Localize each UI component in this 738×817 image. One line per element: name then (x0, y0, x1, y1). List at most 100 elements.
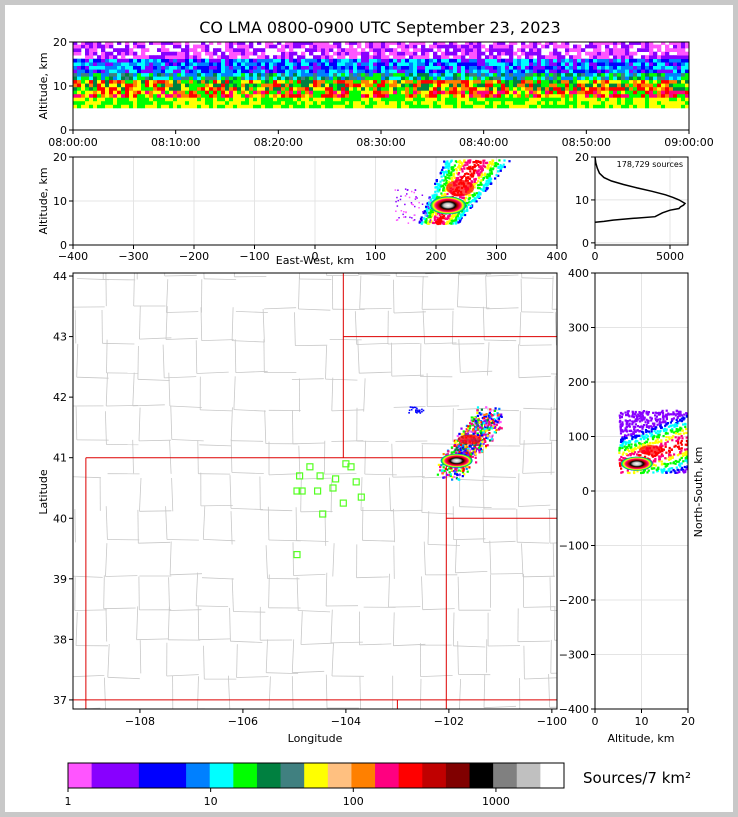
density-cell (97, 79, 102, 84)
density-cell (465, 65, 470, 70)
density-cell (93, 44, 98, 49)
density-cell (484, 173, 487, 177)
density-cell (681, 454, 685, 457)
density-cell (470, 175, 474, 178)
county-line (452, 612, 455, 646)
density-cell (444, 184, 447, 187)
density-cell (185, 62, 190, 66)
density-cell (637, 90, 642, 95)
density-cell (641, 69, 646, 74)
density-cell (461, 196, 464, 199)
density-cell (480, 166, 483, 170)
density-cell (661, 69, 666, 74)
density-cell (529, 69, 534, 74)
density-cell (477, 93, 482, 98)
density-cell (482, 418, 485, 421)
density-cell (549, 72, 554, 77)
density-cell (353, 101, 358, 105)
density-cell (301, 101, 306, 105)
density-cell (469, 206, 472, 209)
density-cell (664, 442, 667, 445)
density-cell (394, 189, 397, 191)
density-cell (549, 42, 554, 45)
density-cell (641, 65, 646, 70)
density-cell (477, 426, 480, 429)
density-cell (468, 430, 471, 433)
density-cell (129, 69, 134, 74)
density-cell (489, 83, 494, 88)
density-cell (673, 76, 678, 81)
county-line (71, 643, 72, 676)
density-cell (81, 83, 86, 88)
density-cell (465, 69, 470, 74)
density-cell (443, 160, 446, 163)
density-cell (253, 86, 258, 91)
density-cell (241, 83, 246, 88)
density-cell (449, 474, 452, 477)
density-cell (501, 44, 506, 49)
density-cell (313, 62, 318, 66)
density-cell (669, 83, 674, 88)
density-cell (490, 435, 493, 438)
source-count-annotation: 178,729 sources (617, 160, 683, 169)
density-cell (401, 79, 406, 84)
density-cell (465, 90, 470, 95)
density-cell (645, 62, 650, 66)
density-cell (537, 86, 542, 91)
density-cell (405, 44, 410, 49)
density-cell (297, 65, 302, 70)
density-cell (441, 69, 446, 74)
county-line (105, 608, 108, 642)
density-cell (411, 217, 413, 219)
density-cell (473, 182, 476, 185)
density-cell (237, 65, 242, 70)
density-cell (593, 83, 598, 88)
density-cell (349, 83, 354, 88)
density-cell (453, 475, 456, 478)
density-cell (429, 79, 434, 84)
density-cell (685, 69, 689, 74)
density-cell (81, 58, 86, 63)
density-cell (509, 72, 514, 77)
density-cell (446, 161, 449, 164)
density-cell (493, 413, 496, 416)
density-cell (509, 101, 514, 105)
density-cell (85, 51, 90, 56)
density-cell (661, 58, 666, 63)
density-cell (77, 93, 82, 98)
density-cell (489, 86, 494, 91)
density-cell (669, 55, 674, 59)
density-cell (609, 97, 614, 102)
density-cell (569, 69, 574, 74)
density-cell (333, 44, 338, 49)
density-cell (373, 62, 378, 66)
density-cell (397, 83, 402, 88)
density-cell (435, 197, 439, 200)
density-cell (637, 86, 642, 91)
density-cell (177, 72, 182, 77)
density-cell (293, 69, 298, 74)
density-cell (201, 65, 206, 70)
density-cell (405, 104, 410, 109)
density-cell (601, 104, 606, 109)
density-cell (499, 169, 502, 172)
density-cell (637, 79, 642, 84)
density-cell (141, 90, 146, 95)
lma-station-marker (329, 484, 337, 492)
density-cell (421, 101, 426, 105)
density-cell (573, 101, 578, 105)
density-cell (297, 93, 302, 98)
density-cell (424, 213, 427, 216)
county-line (162, 344, 165, 378)
density-cell (501, 97, 506, 102)
density-cell (493, 62, 498, 66)
density-cell (345, 76, 350, 81)
density-cell (517, 65, 522, 70)
y-tick-label: 10 (53, 80, 67, 93)
density-cell (433, 42, 438, 45)
density-cell (321, 104, 326, 109)
density-cell (113, 62, 118, 66)
density-cell (465, 172, 468, 175)
density-cell (501, 86, 506, 91)
density-cell (597, 79, 602, 84)
